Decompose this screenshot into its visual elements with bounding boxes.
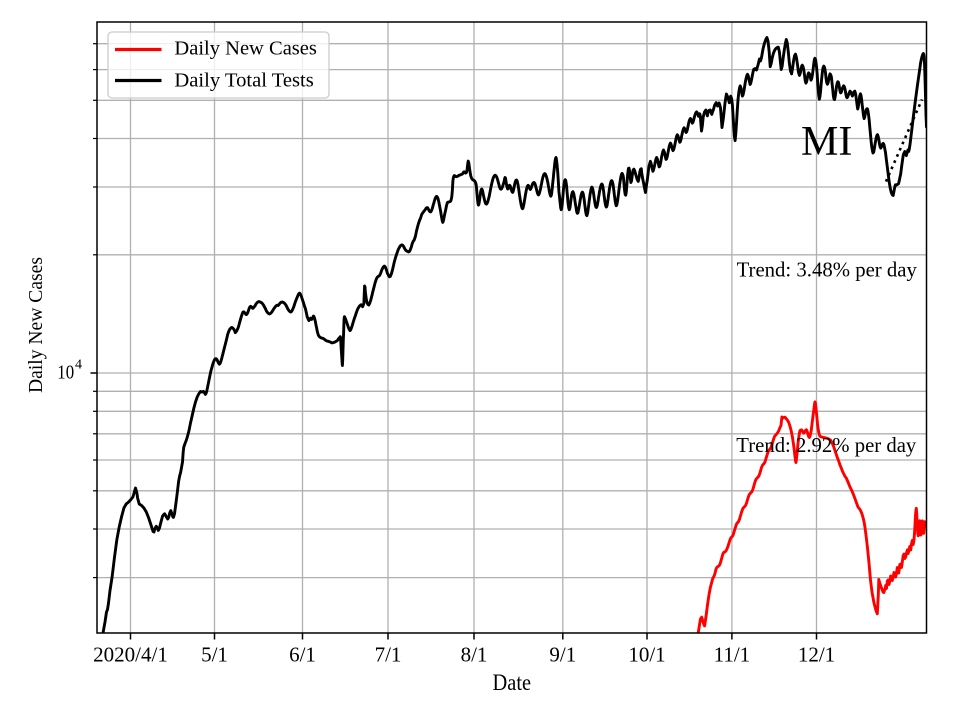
svg-text:2020/4/1: 2020/4/1 [93, 643, 168, 667]
svg-text:9/1: 9/1 [549, 643, 576, 667]
svg-text:12/1: 12/1 [798, 643, 835, 667]
svg-text:10/1: 10/1 [628, 643, 665, 667]
svg-text:Daily New Cases: Daily New Cases [174, 38, 317, 60]
svg-text:11/1: 11/1 [714, 643, 751, 667]
svg-text:10: 10 [57, 361, 74, 383]
svg-text:MI: MI [801, 119, 852, 165]
svg-text:5/1: 5/1 [201, 643, 228, 667]
svg-text:Date: Date [493, 670, 532, 695]
svg-text:Trend: 3.48% per day: Trend: 3.48% per day [737, 258, 918, 281]
svg-text:Daily Total Tests: Daily Total Tests [174, 69, 314, 91]
svg-text:Trend: 2.92% per day: Trend: 2.92% per day [736, 434, 917, 457]
svg-text:8/1: 8/1 [461, 643, 488, 667]
svg-text:Daily New Cases: Daily New Cases [25, 257, 47, 393]
svg-text:6/1: 6/1 [289, 643, 316, 667]
svg-text:7/1: 7/1 [375, 643, 402, 667]
svg-text:4: 4 [75, 358, 82, 373]
